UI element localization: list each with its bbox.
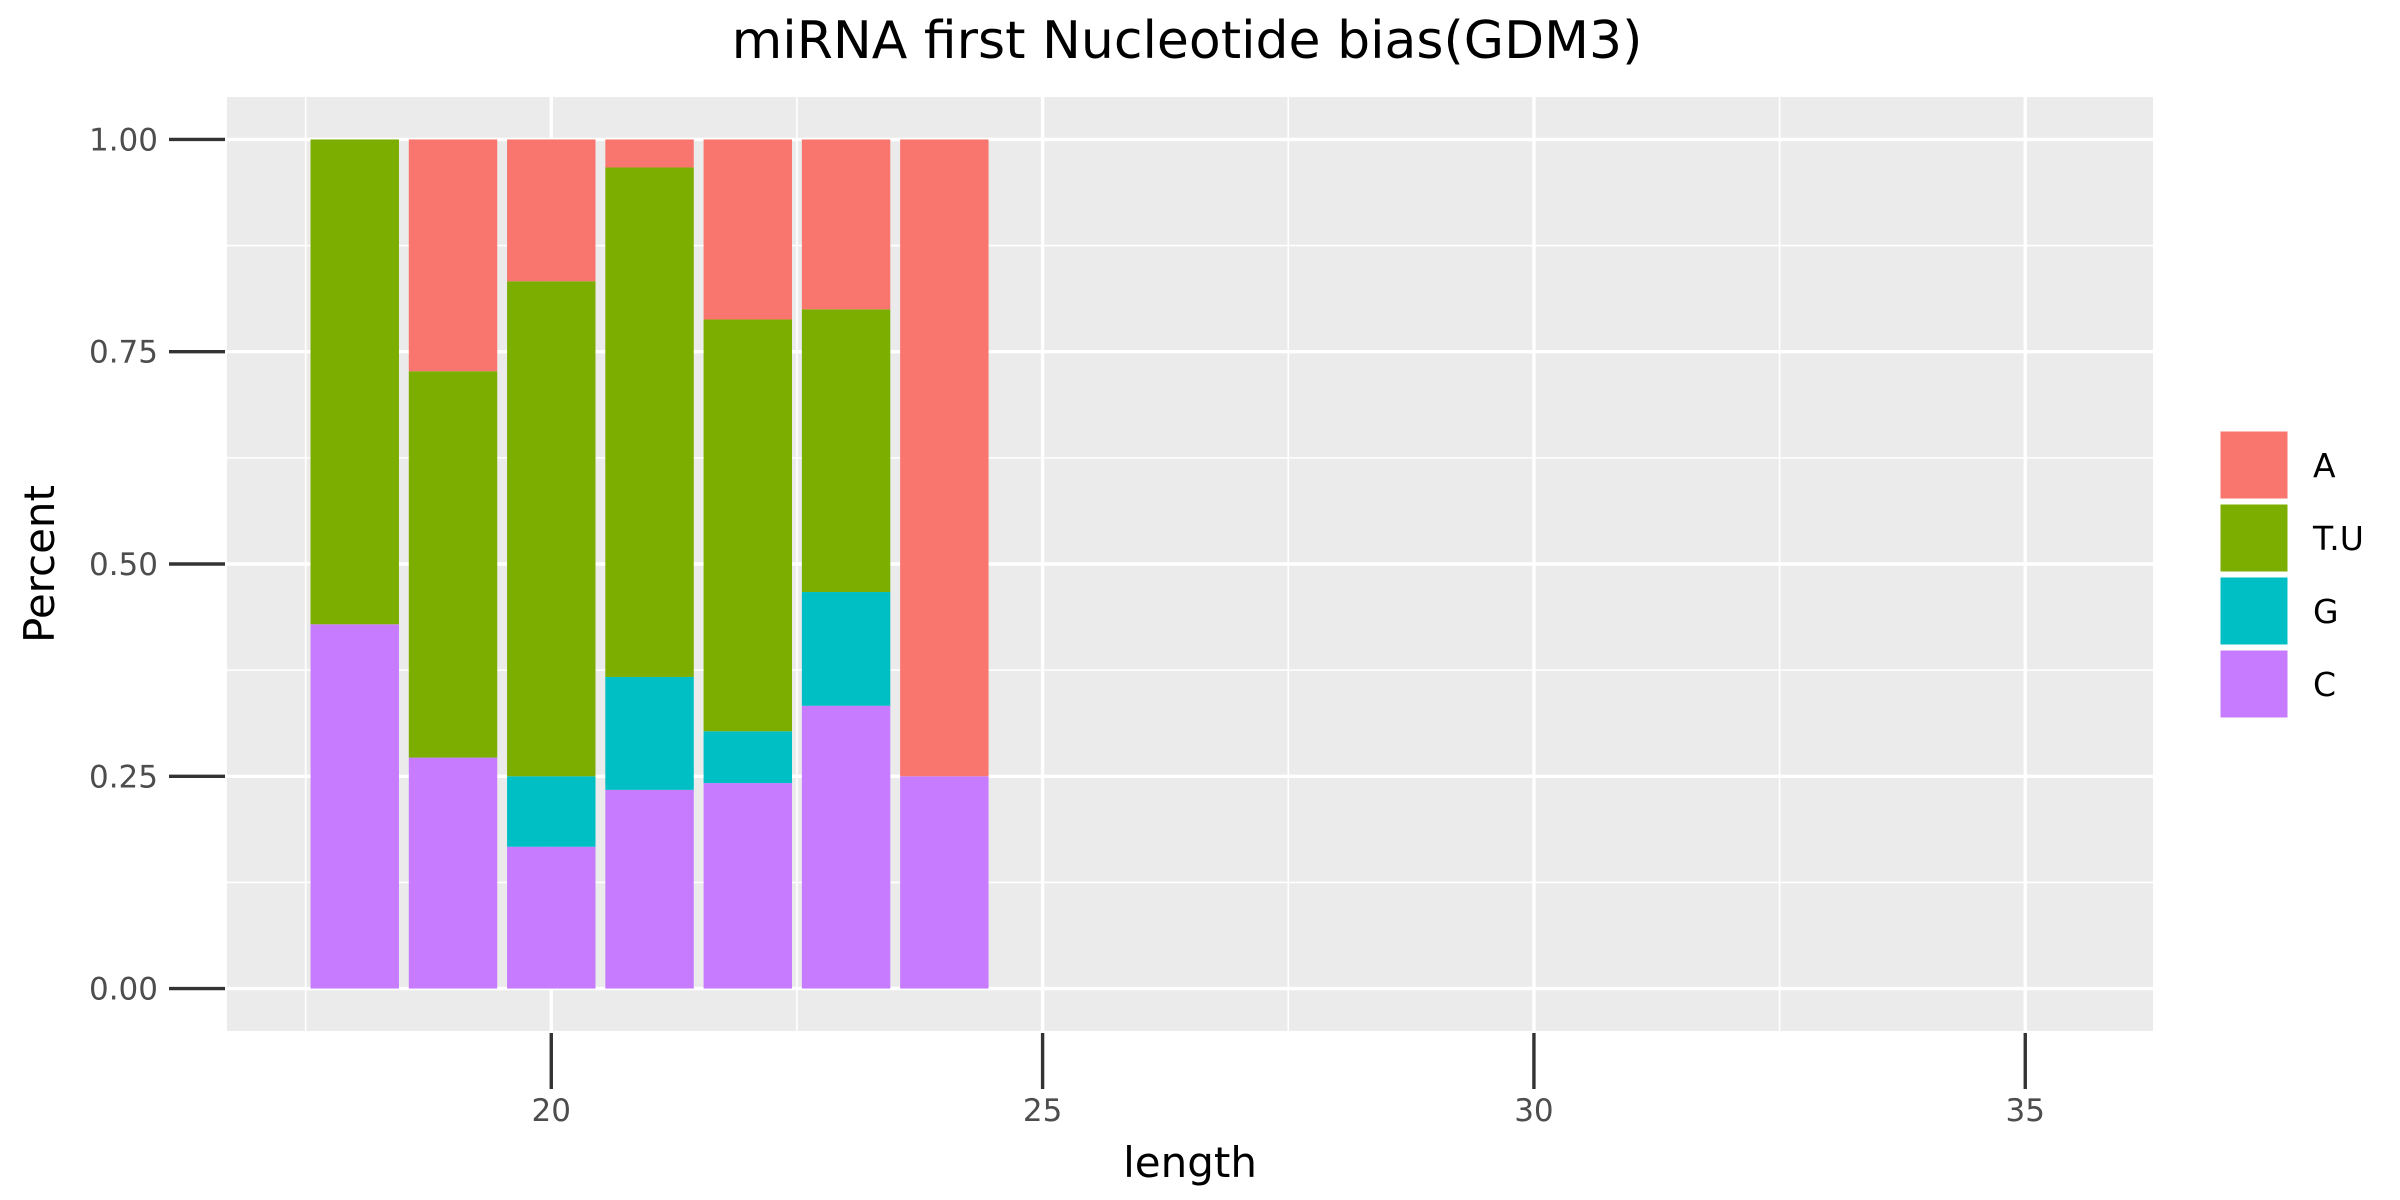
bar-segment-a-21 bbox=[605, 139, 694, 168]
y-tick-label: 0.50 bbox=[89, 547, 158, 583]
legend-key-g bbox=[2217, 574, 2291, 648]
legend-label: G bbox=[2313, 592, 2339, 631]
bar-segment-tu-19 bbox=[408, 371, 498, 758]
bar-segment-a-20 bbox=[507, 139, 596, 282]
bar-segment-tu-21 bbox=[605, 167, 694, 677]
x-tick-label: 25 bbox=[1023, 1093, 1062, 1129]
bar-segment-g-22 bbox=[703, 731, 793, 784]
bar-segment-c-19 bbox=[408, 757, 498, 989]
bar-segment-c-20 bbox=[507, 846, 596, 989]
legend-label: A bbox=[2313, 446, 2336, 485]
axes: 0.00 0.25 0.50 0.75 1.00 20 25 30 35 bbox=[89, 122, 2045, 1129]
bar-segment-tu-18 bbox=[310, 139, 399, 625]
bar-segment-g-23 bbox=[801, 592, 891, 706]
bars bbox=[310, 139, 989, 989]
bar-segment-a-22 bbox=[703, 139, 793, 320]
bar-segment-g-21 bbox=[605, 676, 694, 790]
bar-segment-tu-20 bbox=[507, 281, 596, 777]
x-tick-label: 35 bbox=[2006, 1093, 2045, 1129]
legend-key-a bbox=[2217, 428, 2291, 502]
bar-segment-tu-23 bbox=[801, 309, 891, 593]
x-axis-title: length bbox=[1123, 1138, 1257, 1187]
bar-segment-a-23 bbox=[801, 139, 891, 310]
legend: A T.U GC bbox=[2217, 428, 2364, 721]
bar-segment-tu-22 bbox=[703, 319, 793, 732]
bar-segment-c-22 bbox=[703, 783, 793, 989]
y-axis-title: Percent bbox=[15, 485, 64, 643]
legend-label: T.U bbox=[2312, 519, 2364, 558]
y-tick-label: 0.00 bbox=[89, 972, 158, 1008]
y-tick-label: 0.75 bbox=[89, 335, 158, 371]
bar-segment-a-19 bbox=[408, 139, 498, 372]
y-tick-label: 0.25 bbox=[89, 759, 158, 795]
bar-segment-c-21 bbox=[605, 789, 694, 989]
bar-segment-c-24 bbox=[900, 776, 989, 989]
legend-key-c bbox=[2217, 647, 2291, 721]
legend-key-tu bbox=[2217, 501, 2291, 575]
y-tick-label: 1.00 bbox=[89, 122, 158, 158]
bar-segment-c-18 bbox=[310, 624, 399, 989]
bar-segment-a-24 bbox=[900, 139, 989, 777]
bar-segment-c-23 bbox=[801, 705, 891, 989]
bar-segment-g-20 bbox=[507, 776, 596, 847]
x-tick-label: 30 bbox=[1514, 1093, 1553, 1129]
legend-label: C bbox=[2313, 665, 2336, 704]
chart-title: miRNA first Nucleotide bias(GDM3) bbox=[732, 11, 1643, 71]
x-tick-label: 20 bbox=[532, 1093, 571, 1129]
